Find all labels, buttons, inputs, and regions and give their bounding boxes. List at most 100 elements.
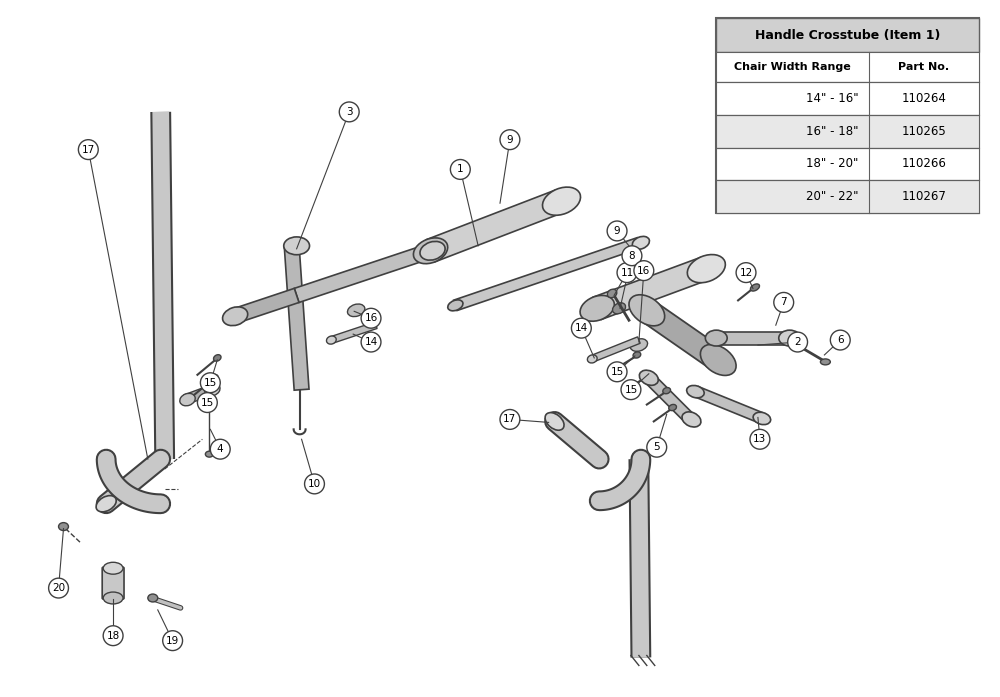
Ellipse shape (820, 359, 830, 365)
Text: 14" - 16": 14" - 16" (806, 92, 859, 105)
Ellipse shape (545, 413, 564, 430)
Circle shape (622, 246, 642, 266)
Ellipse shape (669, 404, 676, 411)
Polygon shape (645, 374, 693, 422)
Polygon shape (284, 245, 309, 390)
Ellipse shape (663, 388, 671, 394)
Ellipse shape (59, 523, 68, 530)
Text: 15: 15 (610, 367, 624, 377)
Text: 15: 15 (201, 397, 214, 408)
Ellipse shape (779, 330, 801, 346)
Circle shape (621, 380, 641, 399)
Ellipse shape (223, 307, 248, 325)
Text: Part No.: Part No. (898, 62, 950, 72)
Circle shape (305, 474, 324, 494)
Text: 16: 16 (637, 266, 650, 275)
Ellipse shape (645, 372, 653, 378)
Text: 20: 20 (52, 583, 65, 593)
Circle shape (736, 263, 756, 282)
Circle shape (788, 332, 808, 352)
Polygon shape (454, 238, 641, 310)
Circle shape (774, 293, 794, 312)
Text: 8: 8 (629, 251, 635, 261)
Ellipse shape (413, 238, 448, 263)
Bar (716, 181, 979, 213)
Text: 110265: 110265 (902, 125, 946, 138)
Circle shape (78, 139, 98, 160)
Text: Handle Crosstube (Item 1): Handle Crosstube (Item 1) (755, 29, 940, 42)
Text: 6: 6 (837, 335, 844, 345)
Text: 11: 11 (620, 268, 634, 277)
Circle shape (200, 373, 220, 392)
Bar (716, 52, 979, 82)
Ellipse shape (633, 352, 641, 358)
Circle shape (450, 160, 470, 179)
Ellipse shape (700, 344, 736, 376)
Circle shape (750, 429, 770, 449)
Bar (716, 148, 979, 181)
Ellipse shape (420, 241, 445, 260)
Text: 4: 4 (217, 444, 224, 454)
Ellipse shape (148, 594, 158, 602)
Text: 13: 13 (753, 434, 767, 444)
Text: 16: 16 (364, 313, 378, 323)
Ellipse shape (180, 393, 195, 406)
Circle shape (607, 362, 627, 382)
Ellipse shape (326, 336, 336, 344)
Polygon shape (294, 244, 433, 302)
Circle shape (361, 332, 381, 352)
Ellipse shape (613, 302, 626, 314)
Text: 3: 3 (346, 107, 353, 117)
Text: 15: 15 (204, 378, 217, 388)
Text: Chair Width Range: Chair Width Range (734, 62, 851, 72)
Bar (716, 17, 979, 52)
Polygon shape (330, 322, 377, 344)
Circle shape (500, 410, 520, 429)
Ellipse shape (639, 370, 658, 385)
Circle shape (103, 626, 123, 645)
Text: 7: 7 (780, 298, 787, 307)
Circle shape (361, 308, 381, 328)
Ellipse shape (687, 385, 704, 398)
Ellipse shape (705, 330, 727, 346)
Text: 1: 1 (457, 164, 464, 174)
Ellipse shape (103, 592, 123, 604)
Text: 18: 18 (106, 631, 120, 641)
Polygon shape (184, 385, 214, 404)
Text: 110264: 110264 (902, 92, 946, 105)
Circle shape (163, 631, 183, 650)
Ellipse shape (687, 254, 725, 283)
Ellipse shape (284, 237, 310, 254)
Circle shape (500, 130, 520, 150)
Ellipse shape (629, 295, 665, 325)
Circle shape (49, 578, 68, 598)
Polygon shape (716, 332, 788, 344)
FancyBboxPatch shape (102, 567, 124, 599)
Text: 110267: 110267 (902, 190, 946, 204)
Bar (716, 17, 979, 213)
Text: 20" - 22": 20" - 22" (806, 190, 859, 204)
Circle shape (339, 102, 359, 122)
Circle shape (634, 261, 654, 281)
Text: 14: 14 (364, 337, 378, 347)
Ellipse shape (632, 236, 649, 250)
Circle shape (197, 392, 217, 413)
Circle shape (607, 221, 627, 241)
Bar (716, 82, 979, 115)
Text: 17: 17 (82, 144, 95, 155)
Text: 16" - 18": 16" - 18" (806, 125, 859, 138)
Circle shape (617, 263, 637, 282)
Circle shape (647, 437, 667, 457)
Ellipse shape (753, 412, 771, 424)
Ellipse shape (96, 496, 116, 512)
Ellipse shape (630, 339, 648, 351)
Circle shape (571, 319, 591, 338)
Ellipse shape (448, 300, 463, 311)
Polygon shape (694, 387, 762, 422)
Circle shape (210, 439, 230, 459)
Ellipse shape (347, 304, 365, 316)
Ellipse shape (205, 383, 220, 396)
Text: 5: 5 (653, 442, 660, 452)
Text: 18" - 20": 18" - 20" (806, 158, 859, 171)
Text: 9: 9 (507, 135, 513, 145)
